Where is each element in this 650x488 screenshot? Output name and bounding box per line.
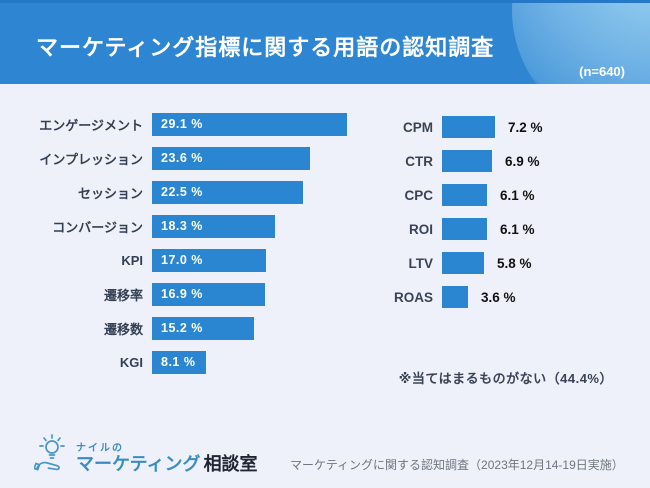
value-label: 17.0 % (161, 253, 203, 267)
chart-note: ※当てはまるものがない（44.4%） (398, 371, 613, 386)
value-label: 6.1 % (500, 187, 535, 203)
value-label: 3.6 % (481, 289, 516, 305)
bar-row: ROAS 3.6 % (378, 280, 543, 314)
lightbulb-hand-icon (34, 434, 65, 471)
bar: 23.6 % (152, 146, 310, 170)
bar-row: セッション 22.5 % (30, 175, 347, 209)
value-label: 29.1 % (161, 117, 203, 131)
category-label: 遷移数 (103, 321, 143, 337)
bar-row: 遷移率 16.9 % (30, 277, 347, 311)
bar: 17.0 % (152, 248, 266, 272)
bar (442, 252, 484, 274)
category-label: KPI (121, 252, 143, 268)
bar: 29.1 % (152, 112, 347, 136)
bar: 8.1 % (152, 350, 206, 374)
value-label: 18.3 % (161, 219, 203, 233)
category-label: ROI (408, 221, 433, 237)
bar-row: ROI 6.1 % (378, 212, 543, 246)
header-decor-circle (512, 3, 650, 84)
value-label: 16.9 % (161, 287, 203, 301)
logo-main-text: マーケティング 相談室 (76, 454, 258, 475)
value-label: 15.2 % (161, 321, 203, 335)
bar-chart-left: エンゲージメント 29.1 % インプレッション 23.6 % セッション 22.5 % コ… (30, 107, 347, 379)
value-label: 22.5 % (161, 185, 203, 199)
value-label: 8.1 % (161, 355, 196, 369)
bar-row: インプレッション 23.6 % (30, 141, 347, 175)
category-label: ROAS (393, 289, 433, 305)
logo-top-text: ナイルの (76, 443, 124, 455)
bar-row: LTV 5.8 % (378, 246, 543, 280)
category-label: LTV (408, 255, 434, 271)
bar-row: コンバージョン 18.3 % (30, 209, 347, 243)
bar (442, 150, 492, 172)
page-title: マーケティング指標に関する用語の認知調査 (36, 35, 495, 60)
source-text: マーケティングに関する認知調査（2023年12月14-19日実施） (290, 458, 624, 472)
bar: 15.2 % (152, 316, 254, 340)
logo-text: ナイルの マーケティング 相談室 (76, 439, 258, 475)
brand-logo: ナイルの マーケティング 相談室 (34, 433, 258, 475)
bar-row: CTR 6.9 % (378, 144, 543, 178)
logo-brand-text: マーケティング (76, 454, 201, 475)
bar (442, 218, 487, 240)
category-label: インプレッション (39, 151, 143, 167)
category-label: CTR (405, 153, 433, 169)
value-label: 6.1 % (500, 221, 535, 237)
value-label: 23.6 % (161, 151, 203, 165)
header: マーケティング指標に関する用語の認知調査 (n=640) (0, 0, 650, 84)
category-label: KGI (119, 354, 143, 370)
bar (442, 184, 487, 206)
sample-size-label: (n=640) (579, 64, 625, 79)
category-label: エンゲージメント (39, 117, 143, 133)
bar-row: CPC 6.1 % (378, 178, 543, 212)
category-label: 遷移率 (103, 287, 143, 303)
value-label: 5.8 % (497, 255, 532, 271)
bar-row: KGI 8.1 % (30, 345, 347, 379)
category-label: コンバージョン (52, 219, 143, 235)
category-label: セッション (77, 185, 143, 201)
value-label: 6.9 % (505, 153, 540, 169)
category-label: CPM (403, 119, 433, 135)
bar (442, 116, 495, 138)
bar (442, 286, 468, 308)
bar-row: 遷移数 15.2 % (30, 311, 347, 345)
bar-chart-right: CPM 7.2 % CTR 6.9 % CPC 6.1 % ROI 6.1 % LTV 5.8 %… (378, 110, 543, 314)
bar-row: KPI 17.0 % (30, 243, 347, 277)
logo-suffix-text: 相談室 (203, 454, 258, 475)
bar-row: エンゲージメント 29.1 % (30, 107, 347, 141)
bar: 18.3 % (152, 214, 275, 238)
bar-row: CPM 7.2 % (378, 110, 543, 144)
value-label: 7.2 % (508, 119, 543, 135)
bar: 16.9 % (152, 282, 265, 306)
category-label: CPC (404, 187, 433, 203)
bar: 22.5 % (152, 180, 303, 204)
